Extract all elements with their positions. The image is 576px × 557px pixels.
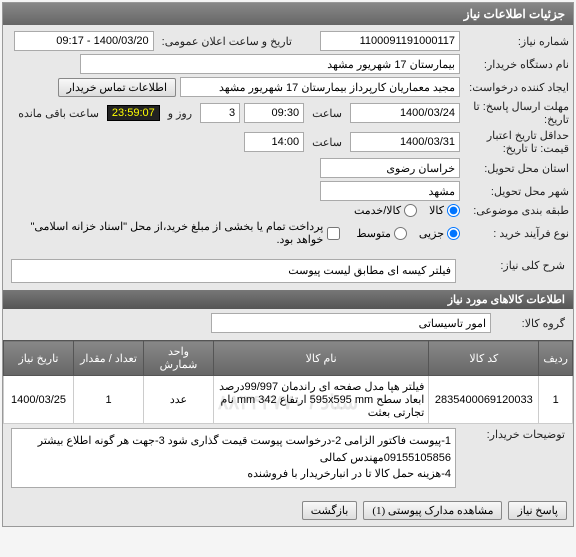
group-label: گروه کالا: bbox=[495, 317, 565, 330]
items-table: ردیف کد کالا نام کالا واحد شمارش تعداد /… bbox=[3, 340, 573, 424]
main-panel: جزئیات اطلاعات نیاز شماره نیاز: تاریخ و … bbox=[2, 2, 574, 527]
cat-goods-radio[interactable]: کالا bbox=[429, 204, 460, 217]
buyer-notes-box: 1-پیوست فاکتور الزامی 2-درخواست پیوست قی… bbox=[11, 428, 456, 488]
countdown-timer: 23:59:07 bbox=[107, 105, 160, 121]
td-row: 1 bbox=[539, 376, 573, 424]
send-deadline-label: مهلت ارسال پاسخ: تا تاریخ: bbox=[464, 100, 569, 126]
cat-service-label: کالا/خدمت bbox=[354, 204, 401, 217]
process-radio-group: جزیی متوسط bbox=[356, 227, 460, 240]
category-radio-group: کالا کالا/خدمت bbox=[354, 204, 460, 217]
time-label-1: ساعت bbox=[308, 107, 346, 120]
price-time-input[interactable] bbox=[244, 132, 304, 152]
province-label: استان محل تحویل: bbox=[464, 162, 569, 175]
table-row[interactable]: 1 2835400069120033 فیلتر هپا مدل صفحه ای… bbox=[4, 376, 573, 424]
process-label: نوع فرآیند خرید : bbox=[464, 227, 569, 240]
price-valid-label: حداقل تاریخ اعتبار قیمت: تا تاریخ: bbox=[464, 129, 569, 155]
reply-button[interactable]: پاسخ نیاز bbox=[508, 501, 567, 520]
th-name: نام کالا bbox=[214, 341, 429, 376]
timer-label: ساعت باقی مانده bbox=[14, 107, 103, 120]
days-label: روز و bbox=[164, 107, 196, 120]
buyer-label: نام دستگاه خریدار: bbox=[464, 58, 569, 71]
group-input[interactable] bbox=[211, 313, 491, 333]
footer-buttons: پاسخ نیاز مشاهده مدارک پیوستی (1) بازگشت bbox=[3, 495, 573, 526]
proc-note-check[interactable]: پرداخت تمام یا بخشی از مبلغ خرید،از محل … bbox=[7, 220, 340, 246]
td-unit: عدد bbox=[144, 376, 214, 424]
proc-medium-input[interactable] bbox=[394, 227, 407, 240]
proc-medium-label: متوسط bbox=[356, 227, 391, 240]
attachments-button[interactable]: مشاهده مدارک پیوستی (1) bbox=[363, 501, 502, 520]
announce-input[interactable] bbox=[14, 31, 154, 51]
buyer-input[interactable] bbox=[80, 54, 460, 74]
days-remain-input bbox=[200, 103, 240, 123]
th-date: تاریخ نیاز bbox=[4, 341, 74, 376]
table-header-row: ردیف کد کالا نام کالا واحد شمارش تعداد /… bbox=[4, 341, 573, 376]
proc-note-text: پرداخت تمام یا بخشی از مبلغ خرید،از محل … bbox=[7, 220, 323, 246]
proc-small-label: جزیی bbox=[419, 227, 444, 240]
th-code: کد کالا bbox=[429, 341, 539, 376]
td-name: فیلتر هپا مدل صفحه ای راندمان 99/997درصد… bbox=[214, 376, 429, 424]
need-no-input[interactable] bbox=[320, 31, 460, 51]
th-row: ردیف bbox=[539, 341, 573, 376]
td-code: 2835400069120033 bbox=[429, 376, 539, 424]
proc-medium-radio[interactable]: متوسط bbox=[356, 227, 407, 240]
send-time-input[interactable] bbox=[244, 103, 304, 123]
summary-label: شرح کلی نیاز: bbox=[460, 259, 565, 272]
city-label: شهر محل تحویل: bbox=[464, 185, 569, 198]
back-button[interactable]: بازگشت bbox=[302, 501, 358, 520]
cat-goods-input[interactable] bbox=[447, 204, 460, 217]
proc-small-input[interactable] bbox=[447, 227, 460, 240]
th-unit: واحد شمارش bbox=[144, 341, 214, 376]
cat-service-radio[interactable]: کالا/خدمت bbox=[354, 204, 417, 217]
price-date-input[interactable] bbox=[350, 132, 460, 152]
td-date: 1400/03/25 bbox=[4, 376, 74, 424]
form-section: شماره نیاز: تاریخ و ساعت اعلان عمومی: نا… bbox=[3, 25, 573, 255]
buyer-notes-label: توضیحات خریدار: bbox=[460, 428, 565, 441]
td-qty: 1 bbox=[74, 376, 144, 424]
items-header: اطلاعات کالاهای مورد نیاز bbox=[3, 290, 573, 309]
announce-label: تاریخ و ساعت اعلان عمومی: bbox=[158, 35, 296, 48]
province-input[interactable] bbox=[320, 158, 460, 178]
panel-title: جزئیات اطلاعات نیاز bbox=[3, 3, 573, 25]
proc-small-radio[interactable]: جزیی bbox=[419, 227, 460, 240]
proc-note-checkbox[interactable] bbox=[327, 227, 340, 240]
send-date-input[interactable] bbox=[350, 103, 460, 123]
city-input[interactable] bbox=[320, 181, 460, 201]
cat-service-input[interactable] bbox=[404, 204, 417, 217]
cat-goods-label: کالا bbox=[429, 204, 444, 217]
th-qty: تعداد / مقدار bbox=[74, 341, 144, 376]
summary-box: فیلتر کیسه ای مطابق لیست پیوست bbox=[11, 259, 456, 283]
creator-input[interactable] bbox=[180, 77, 460, 97]
time-label-2: ساعت bbox=[308, 136, 346, 149]
need-no-label: شماره نیاز: bbox=[464, 35, 569, 48]
category-label: طبقه بندی موضوعی: bbox=[464, 204, 569, 217]
contact-button[interactable]: اطلاعات تماس خریدار bbox=[58, 78, 176, 97]
creator-label: ایجاد کننده درخواست: bbox=[464, 81, 569, 94]
